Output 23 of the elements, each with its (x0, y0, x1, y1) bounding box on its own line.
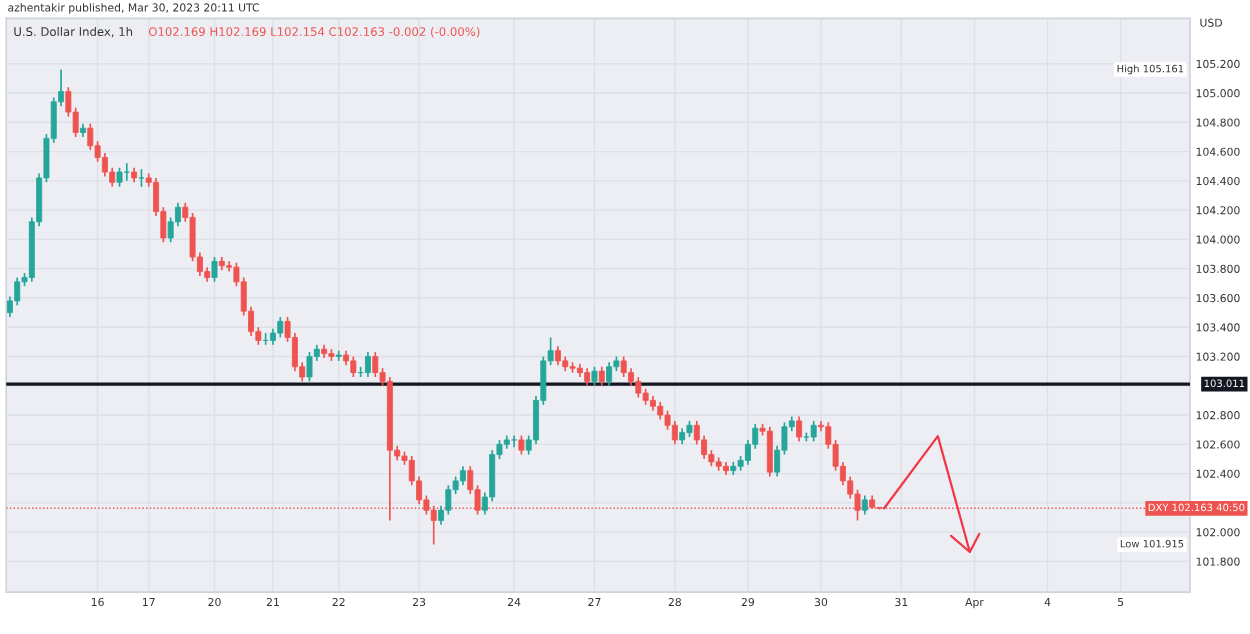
candlestick (87, 122, 94, 151)
candlestick (606, 361, 613, 387)
candlestick (518, 434, 525, 456)
candlestick (598, 365, 605, 387)
candlestick (123, 162, 130, 182)
candlestick (620, 355, 627, 378)
candlestick (306, 351, 313, 383)
candlestick (277, 316, 284, 339)
candlestick (591, 365, 598, 387)
candlestick (671, 420, 678, 446)
candlestick (116, 166, 123, 188)
candlestick (861, 494, 868, 516)
candlestick (766, 425, 773, 478)
candlestick (364, 351, 371, 378)
candlestick (350, 355, 357, 378)
candlestick (211, 256, 218, 283)
candlestick (635, 376, 642, 399)
candlestick (796, 415, 803, 443)
candlestick (459, 465, 466, 487)
candlestick (810, 420, 817, 443)
candlestick (554, 345, 561, 367)
candlestick (511, 434, 518, 449)
candlestick (372, 351, 379, 378)
